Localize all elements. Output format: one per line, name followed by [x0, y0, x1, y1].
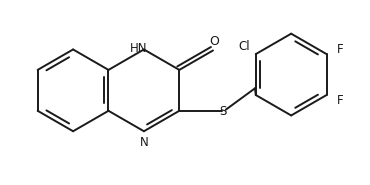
Text: HN: HN — [130, 41, 147, 55]
Text: Cl: Cl — [239, 40, 250, 53]
Text: F: F — [337, 94, 343, 107]
Text: N: N — [139, 136, 148, 149]
Text: F: F — [337, 43, 343, 56]
Text: S: S — [219, 105, 227, 118]
Text: O: O — [209, 35, 219, 48]
